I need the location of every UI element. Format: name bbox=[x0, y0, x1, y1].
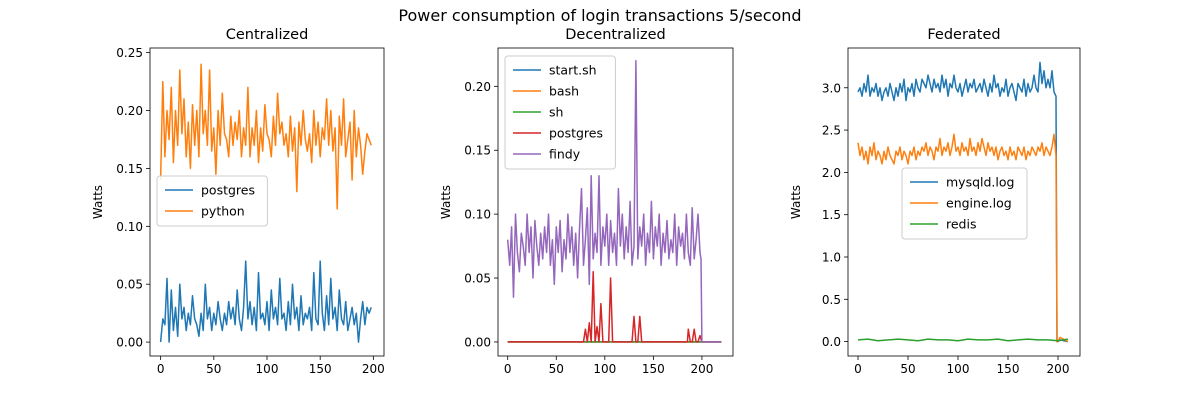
y-tick-label: 1.0 bbox=[822, 251, 841, 265]
axes-frame bbox=[497, 47, 734, 357]
y-tick-label: 2.5 bbox=[822, 124, 841, 138]
x-tick-label: 150 bbox=[642, 362, 665, 376]
y-tick-label: 0.20 bbox=[116, 104, 143, 118]
y-tick-label: 0.5 bbox=[822, 293, 841, 307]
x-tick-label: 100 bbox=[593, 362, 616, 376]
x-tick-label: 150 bbox=[309, 362, 332, 376]
series-line-engine.log bbox=[857, 133, 1069, 343]
x-tick-label: 0 bbox=[854, 362, 862, 376]
series-group bbox=[159, 63, 372, 343]
y-tick-label: 0.10 bbox=[116, 220, 143, 234]
y-tick-label: 0.15 bbox=[116, 162, 143, 176]
y-tick-label: 0.05 bbox=[116, 278, 143, 292]
series-line-postgres bbox=[507, 270, 722, 343]
x-tick-label: 50 bbox=[206, 362, 221, 376]
y-tick-label: 0.05 bbox=[464, 272, 491, 286]
series-group bbox=[857, 61, 1069, 343]
series-line-mysqld.log bbox=[857, 61, 1069, 343]
x-tick-label: 50 bbox=[900, 362, 915, 376]
x-tick-label: 0 bbox=[157, 362, 165, 376]
series-line-python bbox=[159, 63, 372, 210]
legend-label: bash bbox=[549, 84, 579, 99]
legend-box bbox=[901, 167, 1028, 240]
subplot-1: 0 50 100 150 200 0.00 0.05 0.10 0.15 0.20 Decentra… bbox=[439, 27, 734, 376]
y-tick-label: 0.20 bbox=[464, 80, 491, 94]
legend-label: redis bbox=[946, 217, 976, 232]
legend: postgres python bbox=[156, 175, 268, 227]
x-tick-label: 100 bbox=[947, 362, 970, 376]
subplot-title: Centralized bbox=[226, 27, 309, 43]
legend-label: python bbox=[201, 204, 245, 219]
subplot-title: Federated bbox=[927, 27, 1000, 43]
x-tick-label: 200 bbox=[362, 362, 385, 376]
figure-title: Power consumption of login transactions … bbox=[398, 6, 802, 25]
x-tick-label: 100 bbox=[256, 362, 279, 376]
y-tick-label: 0.15 bbox=[464, 144, 491, 158]
y-tick-label: 0.25 bbox=[116, 46, 143, 60]
subplot-2: 0 50 100 150 200 0.0 0.5 1.0 1.5 2.0 2.5 3.0 Federat… bbox=[789, 27, 1081, 376]
y-axis-label: Watts bbox=[789, 185, 803, 219]
legend-label: findy bbox=[549, 147, 581, 162]
legend-label: sh bbox=[549, 105, 563, 120]
y-tick-label: 0.00 bbox=[464, 335, 491, 349]
x-tick-label: 0 bbox=[504, 362, 512, 376]
x-tick-label: 150 bbox=[997, 362, 1020, 376]
legend-label: postgres bbox=[549, 126, 603, 141]
y-tick-label: 2.0 bbox=[822, 166, 841, 180]
series-line-redis bbox=[857, 338, 1069, 342]
legend-box bbox=[504, 55, 616, 170]
legend-label: mysqld.log bbox=[946, 175, 1014, 190]
axes-frame bbox=[847, 47, 1081, 357]
x-tick-label: 200 bbox=[690, 362, 713, 376]
y-axis-label: Watts bbox=[439, 185, 453, 219]
subplot-title: Decentralized bbox=[565, 27, 666, 43]
y-tick-label: 3.0 bbox=[822, 81, 841, 95]
legend-label: postgres bbox=[201, 183, 255, 198]
y-tick-label: 0.00 bbox=[116, 336, 143, 350]
y-axis-label: Watts bbox=[91, 185, 105, 219]
subplot-0: 0 50 100 150 200 0.00 0.05 0.10 0.15 0.20 0.25 Cent… bbox=[91, 27, 385, 376]
series-line-findy bbox=[506, 60, 722, 343]
legend-label: engine.log bbox=[946, 196, 1012, 211]
y-tick-label: 0.0 bbox=[822, 335, 841, 349]
x-tick-label: 200 bbox=[1047, 362, 1070, 376]
y-tick-label: 0.10 bbox=[464, 208, 491, 222]
series-line-postgres bbox=[159, 260, 372, 343]
series-group bbox=[506, 60, 722, 343]
y-tick-label: 1.5 bbox=[822, 208, 841, 222]
legend-label: start.sh bbox=[549, 63, 597, 78]
x-tick-label: 50 bbox=[549, 362, 564, 376]
legend: mysqld.log engine.log redis bbox=[901, 167, 1028, 240]
legend-box bbox=[156, 175, 268, 227]
legend: start.sh bash sh postgres findy bbox=[504, 55, 616, 170]
